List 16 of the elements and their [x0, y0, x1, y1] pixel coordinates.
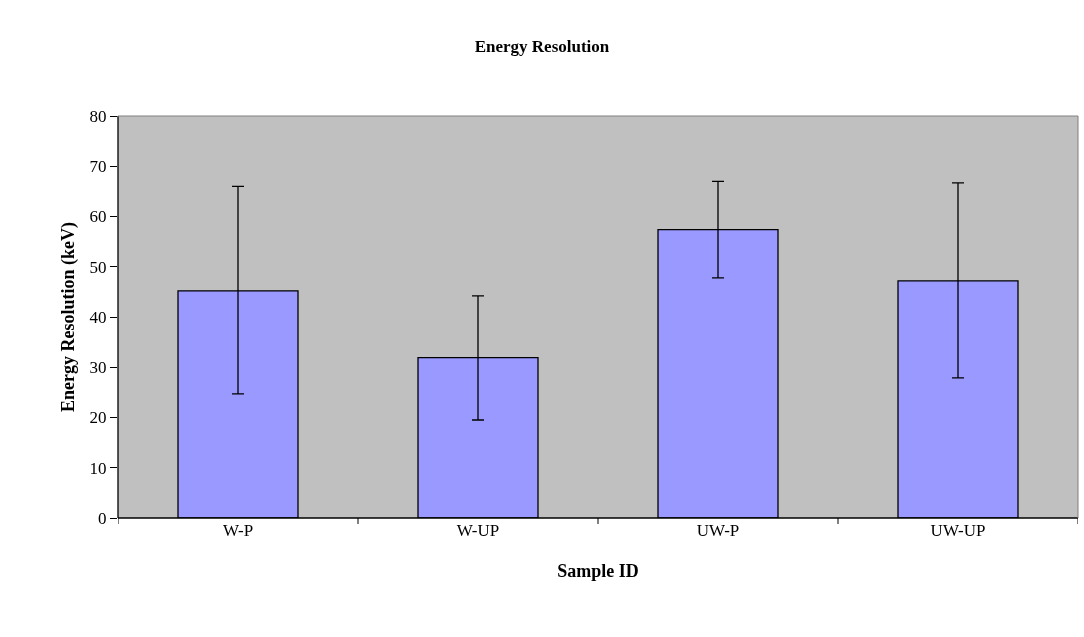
x-tick-label: W-P [222, 521, 254, 540]
y-tick-label: 30 [89, 358, 107, 378]
chart-title: Energy Resolution [474, 36, 610, 56]
y-tick-label: 0 [98, 508, 107, 528]
x-tick-label: UW-P [696, 521, 740, 540]
y-tick-label: 60 [89, 207, 107, 227]
y-tick-label: 20 [89, 408, 107, 428]
y-tick-label: 10 [89, 458, 107, 478]
y-tick-label: 50 [89, 257, 107, 277]
x-tick-label: UW-UP [930, 521, 986, 540]
y-axis-title: Energy Resolution (keV) [57, 222, 79, 412]
y-tick-label: 70 [89, 157, 107, 177]
x-tick-label: W-UP [456, 521, 500, 540]
y-tick-label: 80 [89, 106, 107, 126]
x-axis-title: Sample ID [557, 561, 639, 582]
y-tick-label: 40 [89, 307, 107, 327]
